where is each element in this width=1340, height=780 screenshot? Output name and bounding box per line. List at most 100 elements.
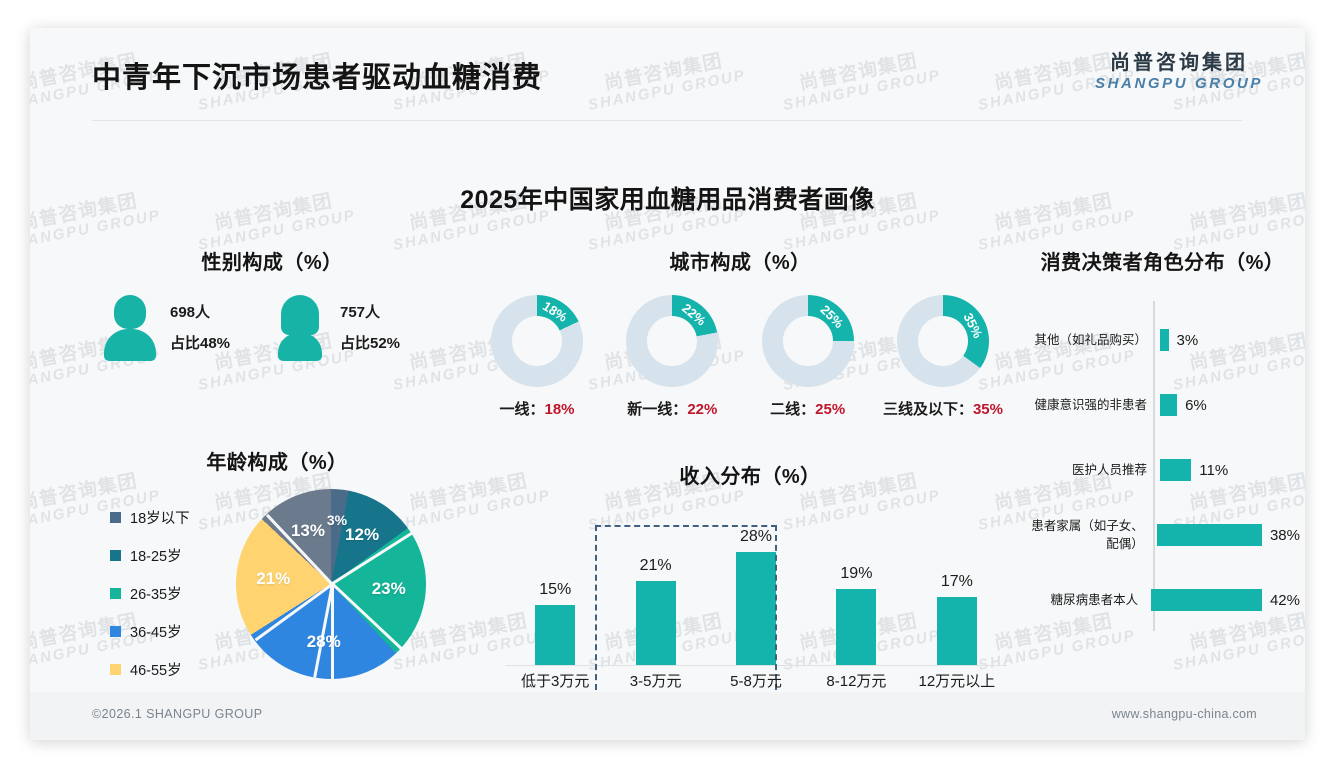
legend-swatch-icon xyxy=(110,664,121,675)
role-label: 患者家属（如子女、配偶） xyxy=(1031,518,1144,551)
role-panel: 消费决策者角色分布（%） 其他（如礼品购买） 3% 健康意识强的非患者 6% 医护人员推… xyxy=(1025,246,1300,631)
age-legend-label: 46-55岁 xyxy=(130,663,182,679)
city-donut-caption: 二线：25% xyxy=(747,398,869,419)
income-bar-column[interactable]: 21% xyxy=(605,516,705,666)
city-name: 新一线： xyxy=(627,401,688,418)
income-panel: 收入分布（%） 15% 21% 28% 19% 17% 低于3万元 3-5万元 5-8万元 8… xyxy=(485,460,1015,700)
income-bar-column[interactable]: 28% xyxy=(706,516,806,666)
age-legend-item[interactable]: 18岁以下 xyxy=(110,507,230,528)
female-person-icon xyxy=(272,293,328,363)
city-donut-ring: 22% xyxy=(626,295,719,387)
role-bar-row[interactable]: 健康意识强的非患者 6% xyxy=(1025,378,1300,432)
city-name: 三线及以下： xyxy=(882,401,973,418)
infographic-card: 尚普咨询集团 SHANGPU GROUP 尚普咨询集团 SHANGPU GROUP 尚普… xyxy=(30,28,1305,740)
city-donut-value-label: 18% xyxy=(540,298,571,326)
role-label: 医护人员推荐 xyxy=(1071,462,1147,477)
income-bars: 15% 21% 28% 19% 17% xyxy=(505,516,1007,666)
chart-subtitle: 2025年中国家用血糖用品消费者画像 xyxy=(460,186,875,214)
income-category-label: 8-12万元 xyxy=(826,673,887,690)
role-label: 糖尿病患者本人 xyxy=(1050,592,1139,607)
income-category-label: 5-8万元 xyxy=(730,673,782,690)
role-axis-line xyxy=(1153,301,1155,631)
role-bar-row[interactable]: 医护人员推荐 11% xyxy=(1025,443,1300,497)
city-name: 一线： xyxy=(499,401,545,418)
role-value: 3% xyxy=(1176,331,1199,349)
city-title: 城市构成（%） xyxy=(669,252,811,274)
city-donut-row: 18% 一线：18% 22% 新一线：22% 25% 二线：25% 35% 三线及以下：35% xyxy=(470,295,1010,419)
footer-website[interactable]: www.shangpu-china.com xyxy=(1111,707,1257,721)
age-legend-label: 36-45岁 xyxy=(130,625,182,641)
city-donut-ring: 18% xyxy=(491,295,583,387)
income-bar xyxy=(836,588,877,666)
role-title: 消费决策者角色分布（%） xyxy=(1040,252,1285,274)
city-donut-item[interactable]: 22% 新一线：22% xyxy=(611,295,733,419)
age-pie-label: 23% xyxy=(371,579,406,599)
gender-male-share: 占比48% xyxy=(170,335,231,352)
role-value: 6% xyxy=(1185,396,1207,414)
age-legend-item[interactable]: 36-45岁 xyxy=(110,621,230,642)
age-pie-separators xyxy=(236,489,426,679)
city-value: 35% xyxy=(972,401,1003,418)
income-bar-value: 28% xyxy=(740,528,773,546)
header-divider xyxy=(92,120,1242,121)
income-bar-column[interactable]: 15% xyxy=(505,516,605,666)
income-bar-value: 21% xyxy=(639,556,672,574)
city-donut-ring: 35% xyxy=(896,295,989,387)
city-donut-caption: 三线及以下：35% xyxy=(882,398,1004,419)
role-bar xyxy=(1151,589,1262,611)
age-title: 年龄构成（%） xyxy=(206,452,348,474)
logo-cn-text: 尚普咨询集团 xyxy=(1110,52,1248,74)
income-bar-column[interactable]: 17% xyxy=(907,516,1007,666)
gender-item-female: 757人 占比52% xyxy=(272,293,442,363)
income-bar xyxy=(535,605,576,666)
age-legend-item[interactable]: 46-55岁 xyxy=(110,659,230,680)
income-category-label: 低于3万元 xyxy=(521,673,590,690)
city-donut-item[interactable]: 35% 三线及以下：35% xyxy=(882,295,1004,419)
age-legend-label: 26-35岁 xyxy=(130,587,182,603)
legend-swatch-icon xyxy=(110,626,121,637)
income-title: 收入分布（%） xyxy=(679,466,821,488)
header: 中青年下沉市场患者驱动血糖消费 尚普咨询集团 SHANGPU GROUP xyxy=(30,28,1305,120)
income-bar xyxy=(635,580,676,666)
income-bar-column[interactable]: 19% xyxy=(806,516,906,666)
city-value: 22% xyxy=(687,401,718,418)
male-person-icon xyxy=(102,293,158,363)
city-value: 25% xyxy=(815,401,846,418)
brand-logo: 尚普咨询集团 SHANGPU GROUP xyxy=(1095,52,1263,92)
logo-en-text: SHANGPU GROUP xyxy=(1095,75,1263,92)
age-pie-label: 13% xyxy=(290,520,325,540)
age-pie-label: 12% xyxy=(345,525,380,545)
age-pie-label: 21% xyxy=(256,568,291,588)
income-bar-value: 17% xyxy=(940,572,973,590)
income-bar-value: 15% xyxy=(539,581,572,599)
role-bar-chart: 其他（如礼品购买） 3% 健康意识强的非患者 6% 医护人员推荐 11% 患者家属（如子女、… xyxy=(1025,301,1300,631)
city-donut-value-label: 22% xyxy=(679,300,709,329)
age-legend-item[interactable]: 18-25岁 xyxy=(110,545,230,566)
age-pie-label: 28% xyxy=(306,631,341,651)
role-bar xyxy=(1160,394,1178,416)
role-bar-row[interactable]: 患者家属（如子女、配偶） 38% xyxy=(1025,508,1300,562)
city-panel: 城市构成（%） 18% 一线：18% 22% 新一线：22% 25% 二线：25% 35% 三… xyxy=(470,246,1010,419)
income-category-labels: 低于3万元 3-5万元 5-8万元 8-12万元 12万元以上 xyxy=(505,670,1007,698)
income-bar-value: 19% xyxy=(840,564,873,582)
role-bar-row[interactable]: 糖尿病患者本人 42% xyxy=(1025,573,1300,627)
city-value: 18% xyxy=(544,401,575,418)
city-donut-caption: 一线：18% xyxy=(476,398,598,419)
income-bar xyxy=(736,552,777,666)
income-axis-line xyxy=(505,665,1007,666)
role-label: 其他（如礼品购买） xyxy=(1034,332,1147,347)
city-donut-item[interactable]: 25% 二线：25% xyxy=(747,295,869,419)
role-label: 健康意识强的非患者 xyxy=(1034,397,1147,412)
age-legend-item[interactable]: 26-35岁 xyxy=(110,583,230,604)
gender-title: 性别构成（%） xyxy=(201,252,343,274)
legend-swatch-icon xyxy=(110,550,121,561)
role-value: 11% xyxy=(1199,461,1229,479)
income-category-label: 3-5万元 xyxy=(629,673,682,690)
role-bar-row[interactable]: 其他（如礼品购买） 3% xyxy=(1025,313,1300,367)
role-bar xyxy=(1160,459,1192,481)
city-donut-item[interactable]: 18% 一线：18% xyxy=(476,295,598,419)
legend-swatch-icon xyxy=(110,512,121,523)
income-bar-chart: 15% 21% 28% 19% 17% 低于3万元 3-5万元 5-8万元 8-12万元 12万… xyxy=(485,515,1015,700)
gender-female-count: 757人 xyxy=(340,303,381,321)
legend-swatch-icon xyxy=(110,588,121,599)
